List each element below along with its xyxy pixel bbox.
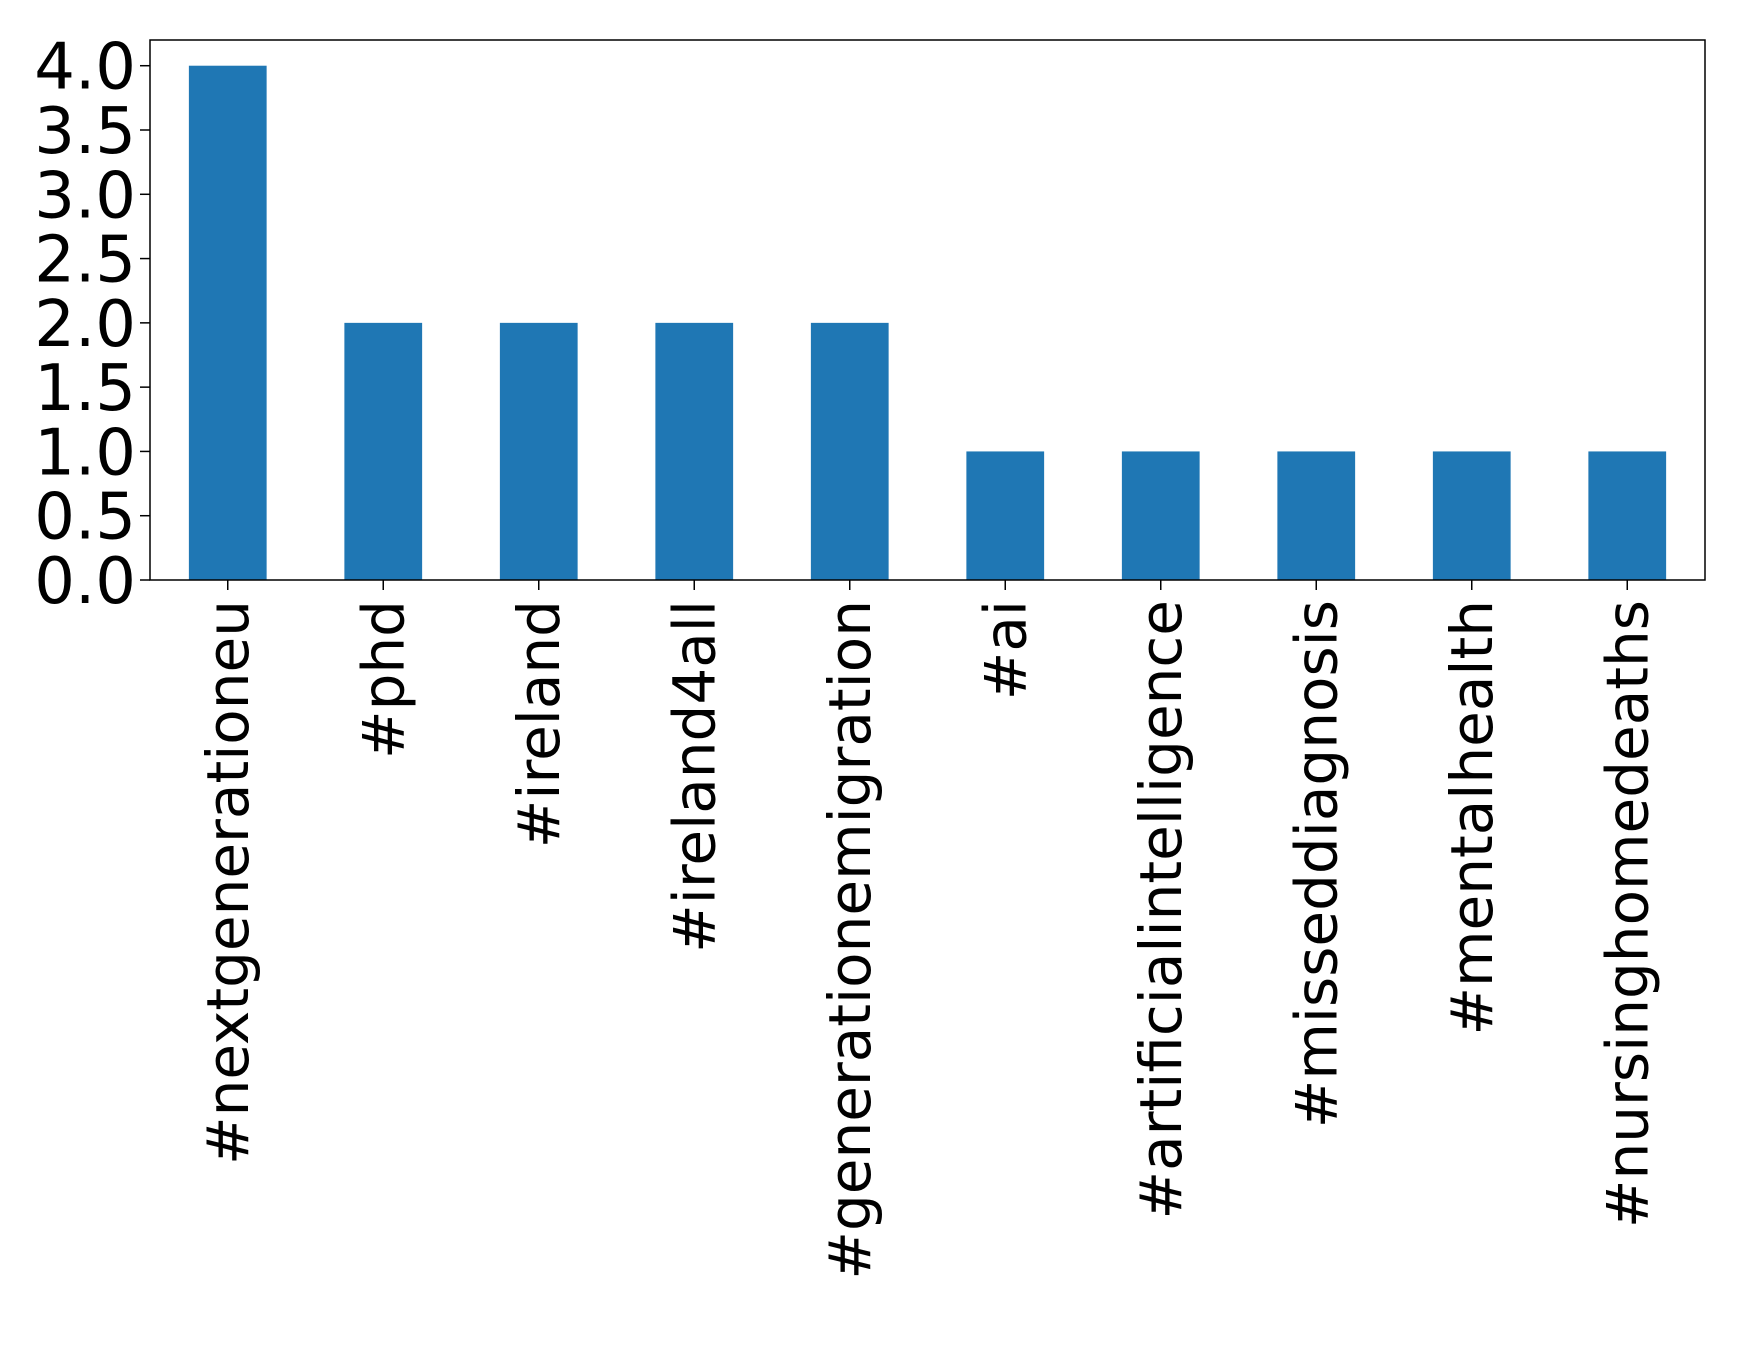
x-tick-label: #nursinghomedeaths (1593, 600, 1661, 1228)
x-tick-label: #generationemigration (816, 600, 884, 1280)
bar-ireland (499, 322, 578, 580)
bars-layer (188, 65, 1667, 580)
x-tick-label: #phd (349, 600, 417, 759)
x-tick-label: #misseddiagnosis (1282, 600, 1350, 1128)
x-tick-label: #ai (971, 600, 1039, 700)
bar-mentalhealth (1432, 451, 1511, 580)
y-tick-label: 3.0 (34, 159, 136, 233)
x-tick-label: #artificialintelligence (1127, 600, 1195, 1220)
y-tick-label: 2.5 (34, 224, 136, 298)
y-tick-label: 3.5 (34, 95, 136, 169)
bar-nextgenerationeu (188, 65, 267, 580)
y-tick-label: 1.5 (34, 352, 136, 426)
y-tick-label: 2.0 (34, 288, 136, 362)
plot-frame (149, 39, 1706, 581)
bar-ireland4all (655, 322, 734, 580)
y-tick-label: 0.0 (34, 545, 136, 619)
bar-nursinghomedeaths (1588, 451, 1667, 580)
bar-artificialintelligence (1121, 451, 1200, 580)
x-tick-label: #mentalhealth (1438, 600, 1506, 1036)
x-tick-label: #nextgenerationeu (194, 600, 262, 1165)
bar-generationemigration (810, 322, 889, 580)
x-tick-label: #ireland (505, 600, 573, 848)
bar-phd (344, 322, 423, 580)
x-axis: #nextgenerationeu #phd #ireland #ireland4al… (194, 580, 1661, 1280)
y-tick-label: 4.0 (34, 31, 136, 105)
y-tick-label: 1.0 (34, 416, 136, 490)
bar-ai (966, 451, 1045, 580)
y-axis: 0.00.51.01.52.02.53.03.54.0 (34, 31, 150, 619)
x-tick-label: #ireland4all (660, 600, 728, 953)
bar-misseddiagnosis (1277, 451, 1356, 580)
y-tick-label: 0.5 (34, 481, 136, 555)
